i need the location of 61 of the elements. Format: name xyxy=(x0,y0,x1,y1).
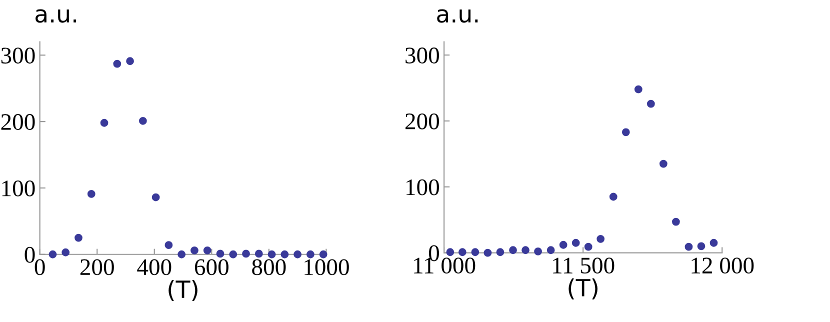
point xyxy=(622,128,630,136)
point xyxy=(710,238,718,247)
x-tick-label: 11 500 xyxy=(553,258,614,274)
x-tick-label: 400 xyxy=(137,259,172,276)
y-tick-label: 200 xyxy=(406,113,439,130)
point xyxy=(646,100,655,108)
x-axis-title: (T) xyxy=(568,278,598,300)
point xyxy=(306,250,314,258)
point xyxy=(268,250,276,258)
point xyxy=(164,241,173,250)
y-tick-label: 100 xyxy=(406,179,439,196)
point xyxy=(522,246,530,254)
y-tick-label: 200 xyxy=(1,114,35,130)
y-tick-label: 300 xyxy=(1,48,35,64)
point xyxy=(190,246,198,254)
x-tick-label: 12 000 xyxy=(692,258,754,274)
point xyxy=(484,248,492,257)
point xyxy=(534,248,542,256)
point xyxy=(100,118,108,127)
point xyxy=(596,234,605,243)
point xyxy=(48,250,57,258)
point xyxy=(684,242,693,251)
point xyxy=(152,193,160,202)
point xyxy=(294,250,302,258)
x-tick-label: 0 xyxy=(34,259,45,276)
point xyxy=(584,242,592,251)
x-axis-title: (T) xyxy=(168,280,198,302)
point xyxy=(138,116,147,125)
point xyxy=(659,160,668,168)
point xyxy=(113,60,122,68)
y-axis-title: a.u. xyxy=(36,9,76,23)
x-tick-label: 200 xyxy=(80,259,114,276)
point xyxy=(203,246,212,254)
point xyxy=(559,240,568,249)
point xyxy=(471,248,480,256)
point xyxy=(509,246,517,254)
point xyxy=(229,250,238,258)
point xyxy=(609,192,618,201)
point xyxy=(87,190,96,198)
x-tick-label: 800 xyxy=(252,259,286,276)
y-tick-label: 300 xyxy=(406,48,439,64)
point xyxy=(126,57,134,66)
point xyxy=(62,248,70,256)
y-axis-title: a.u. xyxy=(437,9,478,23)
point xyxy=(634,85,642,94)
point xyxy=(178,250,186,258)
y-tick-label: 0 xyxy=(24,246,35,263)
y-tick-label: 100 xyxy=(2,180,35,196)
point xyxy=(74,234,82,242)
point xyxy=(254,250,263,258)
point xyxy=(242,250,250,258)
point xyxy=(280,250,289,258)
point xyxy=(697,242,706,250)
x-tick-label: 1000 xyxy=(304,259,349,276)
point xyxy=(216,250,224,258)
point xyxy=(546,246,555,254)
point xyxy=(672,218,680,226)
x-tick-label: 600 xyxy=(194,259,228,276)
point xyxy=(458,248,466,256)
point xyxy=(572,238,580,247)
point xyxy=(496,248,504,256)
